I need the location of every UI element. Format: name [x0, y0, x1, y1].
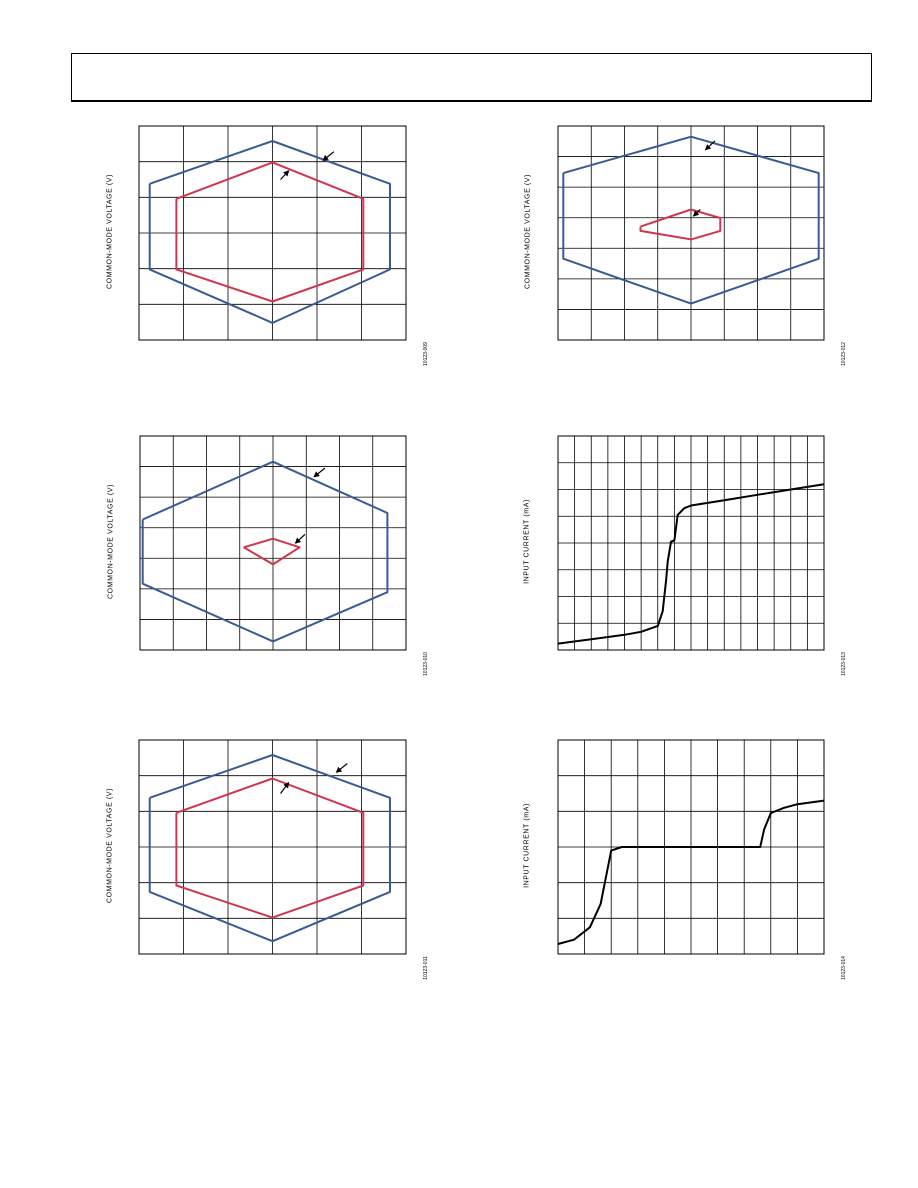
callout-arrow-1 — [335, 763, 348, 773]
figure-id: 10123-011 — [423, 956, 429, 980]
y-axis-label: COMMON-MODE VOLTAGE (V) — [107, 483, 115, 600]
series-line-1 — [557, 483, 825, 645]
series-line-1 — [562, 135, 820, 305]
series-line-1 — [148, 140, 391, 324]
chart-plot-6 — [557, 739, 825, 955]
callout-arrow-2 — [280, 170, 290, 180]
plot-frame — [557, 435, 825, 651]
series-line-2 — [243, 537, 301, 566]
plot-frame — [557, 125, 825, 341]
figure-id: 10123-013 — [841, 652, 847, 676]
series-line-2 — [175, 161, 365, 303]
plot-frame — [557, 739, 825, 955]
y-axis-label: INPUT CURRENT (mA) — [523, 499, 531, 584]
callout-arrow-1 — [704, 140, 716, 151]
callout-arrow-2 — [294, 533, 306, 544]
figure-id: 10123-010 — [423, 652, 429, 676]
chart-plot-4 — [557, 435, 825, 651]
figure-id: 10123-012 — [841, 342, 847, 366]
series-line-2 — [175, 777, 365, 919]
chart-plot-2 — [557, 125, 825, 341]
page-header-box — [71, 53, 872, 102]
series-line-1 — [148, 754, 391, 943]
chart-plot-3 — [139, 435, 407, 651]
plot-frame — [138, 125, 407, 341]
series-line-1 — [141, 460, 389, 643]
y-axis-label: COMMON-MODE VOLTAGE (V) — [524, 173, 532, 290]
callout-arrow-2 — [280, 781, 290, 794]
figure-id: 10123-009 — [423, 342, 429, 366]
y-axis-label: COMMON-MODE VOLTAGE (V) — [106, 173, 114, 290]
series-line-2 — [639, 208, 722, 241]
figure-id: 10123-014 — [841, 956, 847, 980]
callout-arrow-2 — [692, 209, 701, 217]
callout-arrow-1 — [313, 467, 326, 478]
callout-arrow-1 — [322, 151, 335, 161]
chart-plot-5 — [138, 739, 407, 955]
y-axis-label: COMMON-MODE VOLTAGE (V) — [106, 787, 114, 904]
plot-frame — [139, 435, 407, 651]
y-axis-label: INPUT CURRENT (mA) — [523, 803, 531, 888]
series-line-1 — [557, 799, 825, 945]
chart-plot-1 — [138, 125, 407, 341]
plot-frame — [138, 739, 407, 955]
